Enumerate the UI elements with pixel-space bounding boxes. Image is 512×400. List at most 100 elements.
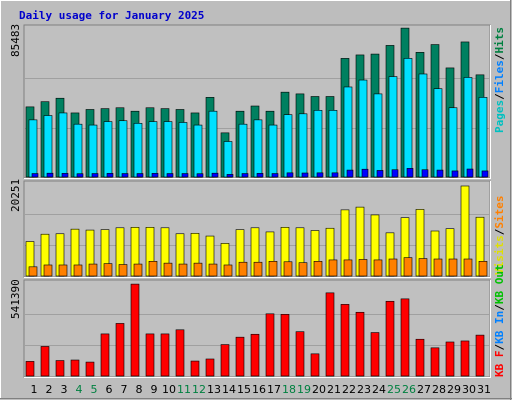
- x-tick-label: 24: [372, 383, 386, 396]
- kb-f-bar: [145, 333, 155, 377]
- x-tick-label: 27: [417, 383, 431, 396]
- visits-panel: 20251 Visits/Sites: [9, 179, 506, 278]
- x-tick-label: 2: [46, 383, 53, 396]
- sites-bar: [148, 261, 158, 277]
- legend-visits: Visits: [493, 235, 506, 275]
- kb-f-bar: [250, 333, 260, 377]
- sites-bar: [73, 264, 83, 277]
- legend-separator-2: /: [493, 53, 506, 60]
- files-bar: [43, 115, 53, 178]
- sites-bar: [373, 259, 383, 277]
- kb-f-bar: [325, 292, 335, 377]
- pages-bar: [151, 173, 159, 178]
- hits-bars: [25, 27, 489, 178]
- kb-f-bar: [235, 336, 245, 377]
- sites-bar: [478, 261, 488, 277]
- legend-kb-out: KB Out: [493, 264, 506, 304]
- kb-f-bar: [460, 340, 470, 377]
- sites-bar: [343, 259, 353, 277]
- legend-sites: Sites: [493, 196, 506, 229]
- x-tick-label: 9: [151, 383, 158, 396]
- pages-bar: [481, 170, 489, 178]
- x-tick-label: 21: [327, 383, 341, 396]
- pages-bar: [466, 168, 474, 178]
- sites-bar: [28, 266, 38, 277]
- legend-hits: Hits: [493, 27, 506, 54]
- files-bar: [373, 93, 383, 178]
- hits-panel: 85483 Pages/Files/Hits: [9, 24, 506, 179]
- kb-f-bar: [295, 331, 305, 377]
- x-tick-label: 12: [192, 383, 206, 396]
- hits-legend: Pages/Files/Hits: [493, 27, 506, 133]
- legend-kb-f: KB F: [493, 351, 506, 378]
- kbytes-bars: [25, 283, 489, 377]
- sites-bar: [103, 263, 113, 277]
- pages-bar: [76, 173, 84, 178]
- files-bar: [328, 110, 338, 178]
- x-tick-label: 6: [106, 383, 113, 396]
- sites-bar: [313, 261, 323, 277]
- visits-max-label: 20251: [9, 179, 22, 212]
- x-axis-labels: 1 2 3 4 5 6 7 8 9 10 11 12 13 14 15 16 17 18 19 20 21 22 23 24 2…: [31, 383, 492, 396]
- pages-bar: [121, 173, 129, 178]
- kb-f-bar: [190, 360, 200, 377]
- pages-bar: [136, 173, 144, 178]
- pages-bar: [226, 174, 234, 178]
- files-bar: [88, 124, 98, 178]
- x-tick-label: 16: [252, 383, 266, 396]
- files-bar: [178, 122, 188, 178]
- pages-bar: [196, 173, 204, 178]
- files-bar: [433, 88, 443, 178]
- files-bar: [163, 121, 173, 178]
- files-bar: [118, 120, 128, 178]
- sites-bar: [448, 258, 458, 277]
- sites-bar: [463, 258, 473, 277]
- kb-f-bar: [400, 298, 410, 377]
- legend-separator-4: /: [493, 344, 506, 351]
- x-tick-label: 7: [121, 383, 128, 396]
- kb-f-bar: [310, 353, 320, 377]
- pages-bar: [346, 169, 354, 178]
- files-bar: [253, 119, 263, 178]
- hits-max-label: 85483: [9, 24, 22, 57]
- pages-bar: [241, 173, 249, 178]
- sites-bar: [388, 258, 398, 277]
- legend-separator-3: /: [493, 228, 506, 235]
- pages-bar: [451, 170, 459, 178]
- pages-bar: [166, 173, 174, 178]
- x-tick-label: 20: [312, 383, 326, 396]
- x-tick-label: 3: [61, 383, 68, 396]
- pages-bar: [31, 173, 39, 178]
- kb-f-bar: [115, 323, 125, 377]
- visits-legend: Visits/Sites: [493, 196, 506, 276]
- files-bar: [283, 114, 293, 178]
- legend-separator-5: /: [493, 304, 506, 311]
- sites-bar: [298, 262, 308, 277]
- x-tick-label: 1: [31, 383, 38, 396]
- sites-bar: [193, 262, 203, 277]
- sites-bar: [133, 263, 143, 277]
- x-tick-label: 5: [91, 383, 98, 396]
- files-bar: [478, 97, 488, 178]
- x-tick-label: 19: [297, 383, 311, 396]
- pages-bar: [61, 173, 69, 178]
- visits-bars: [25, 185, 489, 277]
- pages-bar: [376, 170, 384, 178]
- sites-bar: [43, 264, 53, 277]
- files-bar: [388, 76, 398, 178]
- x-tick-label: 28: [432, 383, 446, 396]
- kb-f-bar: [475, 334, 485, 377]
- x-tick-label: 31: [477, 383, 491, 396]
- x-tick-label: 14: [222, 383, 236, 396]
- kbytes-legend: KB F/KB In/KB Out: [493, 264, 506, 377]
- pages-bar: [316, 172, 324, 178]
- x-tick-label: 25: [387, 383, 401, 396]
- files-bar: [73, 123, 83, 178]
- kbytes-panel: 541390 KB F/KB In/KB Out: [9, 264, 506, 378]
- files-bar: [268, 124, 278, 178]
- pages-bar: [256, 173, 264, 178]
- files-bar: [343, 86, 353, 178]
- pages-bar: [406, 168, 414, 178]
- sites-bar: [163, 262, 173, 277]
- x-tick-label: 11: [177, 383, 191, 396]
